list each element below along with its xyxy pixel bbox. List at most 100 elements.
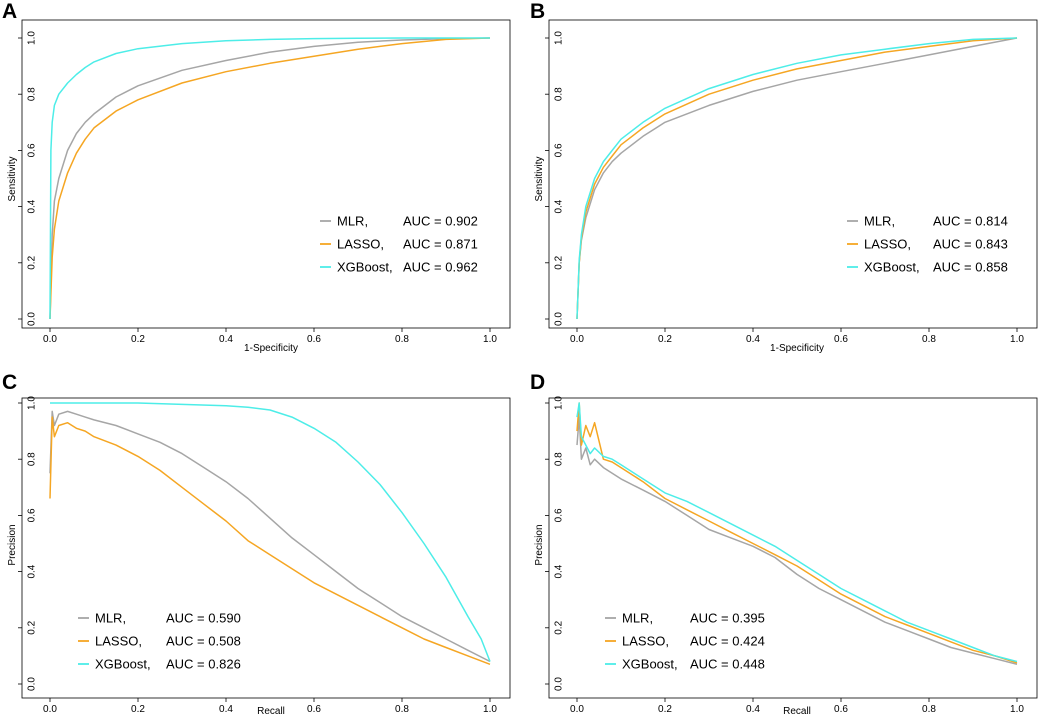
- y-tick-label: 0.8: [554, 452, 565, 466]
- series-line-xgboost: [49, 37, 490, 320]
- x-tick-label: 0.8: [395, 704, 409, 715]
- legend-label-mlr: MLR,: [864, 214, 895, 229]
- series-line-mlr: [49, 37, 491, 320]
- x-tick-label: 0.4: [219, 334, 233, 345]
- y-axis-label: Precision: [7, 524, 18, 565]
- legend-label-xgboost: XGBoost,: [337, 260, 393, 275]
- legend-auc-xgboost: AUC = 0.962: [403, 260, 478, 275]
- legend-auc-xgboost: AUC = 0.448: [690, 657, 765, 672]
- panel-letter: A: [2, 0, 17, 23]
- x-tick-label: 1.0: [483, 334, 497, 345]
- x-tick-label: 1.0: [483, 704, 497, 715]
- series-line-mlr: [576, 416, 1018, 666]
- y-tick-label: 0.2: [27, 255, 38, 269]
- x-tick-label: 0.2: [658, 334, 672, 345]
- series-line-mlr: [49, 410, 491, 663]
- legend-auc-lasso: AUC = 0.871: [403, 237, 478, 252]
- panel-C: C 0.0 0.2 0.4 0.6 0.8 1.0 0.0 0.2 0.4 0.6 0.8 1.0 Rec…: [2, 371, 511, 716]
- y-axis-label: Sensitivity: [7, 156, 18, 201]
- legend-label-xgboost: XGBoost,: [95, 657, 151, 672]
- legend-auc-mlr: AUC = 0.814: [933, 214, 1008, 229]
- panel-letter: B: [530, 0, 545, 23]
- y-tick-label: 0.0: [27, 677, 38, 691]
- y-tick-label: 0.2: [27, 620, 38, 634]
- plot-frame: [548, 397, 1038, 699]
- legend: MLR, AUC = 0.814 LASSO, AUC = 0.843 XGBoost,…: [847, 214, 1008, 275]
- y-tick-label: 0.6: [27, 508, 38, 522]
- x-axis-label: 1-Specificity: [244, 343, 298, 354]
- panel-B: B 0.0 0.2 0.4 0.6 0.8 1.0 0.0 0.2 0.4 0.6 0.8 1.0 1-S…: [530, 0, 1038, 354]
- legend-auc-xgboost: AUC = 0.826: [166, 657, 241, 672]
- legend-auc-mlr: AUC = 0.590: [166, 611, 241, 626]
- series-line-lasso: [49, 37, 491, 320]
- x-tick-label: 0.6: [307, 704, 321, 715]
- series-line-xgboost: [576, 37, 1018, 320]
- x-axis-label: Recall: [783, 706, 811, 716]
- x-axis-label: Recall: [257, 706, 285, 716]
- y-tick-label: 0.8: [27, 87, 38, 101]
- x-tick-label: 0.0: [570, 704, 584, 715]
- x-tick-label: 0.2: [131, 704, 145, 715]
- x-tick-label: 1.0: [1010, 704, 1024, 715]
- x-tick-label: 0.6: [834, 334, 848, 345]
- legend-label-xgboost: XGBoost,: [622, 657, 678, 672]
- x-tick-label: 0.0: [43, 334, 57, 345]
- legend-label-xgboost: XGBoost,: [864, 260, 920, 275]
- x-tick-label: 0.2: [658, 704, 672, 715]
- x-tick-label: 0.8: [922, 704, 936, 715]
- y-tick-label: 0.8: [27, 452, 38, 466]
- y-tick-label: 1.0: [554, 31, 565, 45]
- y-tick-label: 0.4: [554, 199, 565, 213]
- x-tick-label: 0.6: [307, 334, 321, 345]
- y-tick-label: 0.2: [554, 255, 565, 269]
- y-tick-label: 1.0: [27, 31, 38, 45]
- legend: MLR, AUC = 0.395 LASSO, AUC = 0.424 XGBoost,…: [605, 611, 765, 672]
- y-axis-label: Sensitivity: [534, 156, 545, 201]
- panel-letter: C: [2, 371, 17, 394]
- legend-auc-mlr: AUC = 0.395: [690, 611, 765, 626]
- x-tick-label: 0.0: [570, 334, 584, 345]
- legend-label-lasso: LASSO,: [864, 237, 911, 252]
- x-tick-label: 0.6: [834, 704, 848, 715]
- series-line-lasso: [576, 37, 1018, 320]
- legend-label-mlr: MLR,: [337, 214, 368, 229]
- series-line-mlr: [576, 37, 1018, 320]
- y-tick-label: 0.8: [554, 87, 565, 101]
- x-tick-label: 0.8: [922, 334, 936, 345]
- y-tick-label: 1.0: [554, 396, 565, 410]
- y-tick-label: 0.6: [27, 143, 38, 157]
- legend-auc-mlr: AUC = 0.902: [403, 214, 478, 229]
- x-tick-label: 0.2: [131, 334, 145, 345]
- x-tick-label: 0.0: [43, 704, 57, 715]
- y-tick-label: 0.4: [554, 564, 565, 578]
- plot-frame: [21, 19, 511, 329]
- y-tick-label: 0.2: [554, 620, 565, 634]
- series-line-xgboost: [50, 402, 491, 662]
- legend: MLR, AUC = 0.590 LASSO, AUC = 0.508 XGBoost,…: [78, 611, 241, 672]
- plot-frame: [548, 19, 1038, 329]
- series-line-lasso: [576, 402, 1018, 664]
- x-tick-label: 0.8: [395, 334, 409, 345]
- legend-auc-xgboost: AUC = 0.858: [933, 260, 1008, 275]
- legend-auc-lasso: AUC = 0.424: [690, 634, 765, 649]
- legend-label-lasso: LASSO,: [622, 634, 669, 649]
- legend-label-mlr: MLR,: [622, 611, 653, 626]
- legend: MLR, AUC = 0.902 LASSO, AUC = 0.871 XGBoost,…: [320, 214, 478, 275]
- series-line-xgboost: [576, 402, 1018, 663]
- series-line-lasso: [49, 416, 491, 666]
- y-tick-label: 1.0: [27, 396, 38, 410]
- y-axis-label: Precision: [534, 524, 545, 565]
- y-tick-label: 0.6: [554, 143, 565, 157]
- x-tick-label: 0.4: [219, 704, 233, 715]
- panel-letter: D: [530, 371, 545, 394]
- panel-A: A 0.0 0.2 0.4 0.6 0.8 1.0 0.0 0.2 0.4 0.6 0.8 1.0 1-S…: [2, 0, 511, 354]
- x-tick-label: 0.4: [746, 704, 760, 715]
- legend-label-lasso: LASSO,: [337, 237, 384, 252]
- plot-frame: [21, 397, 511, 699]
- y-tick-label: 0.0: [554, 312, 565, 326]
- legend-label-mlr: MLR,: [95, 611, 126, 626]
- x-tick-label: 0.4: [746, 334, 760, 345]
- x-tick-label: 1.0: [1010, 334, 1024, 345]
- legend-auc-lasso: AUC = 0.843: [933, 237, 1008, 252]
